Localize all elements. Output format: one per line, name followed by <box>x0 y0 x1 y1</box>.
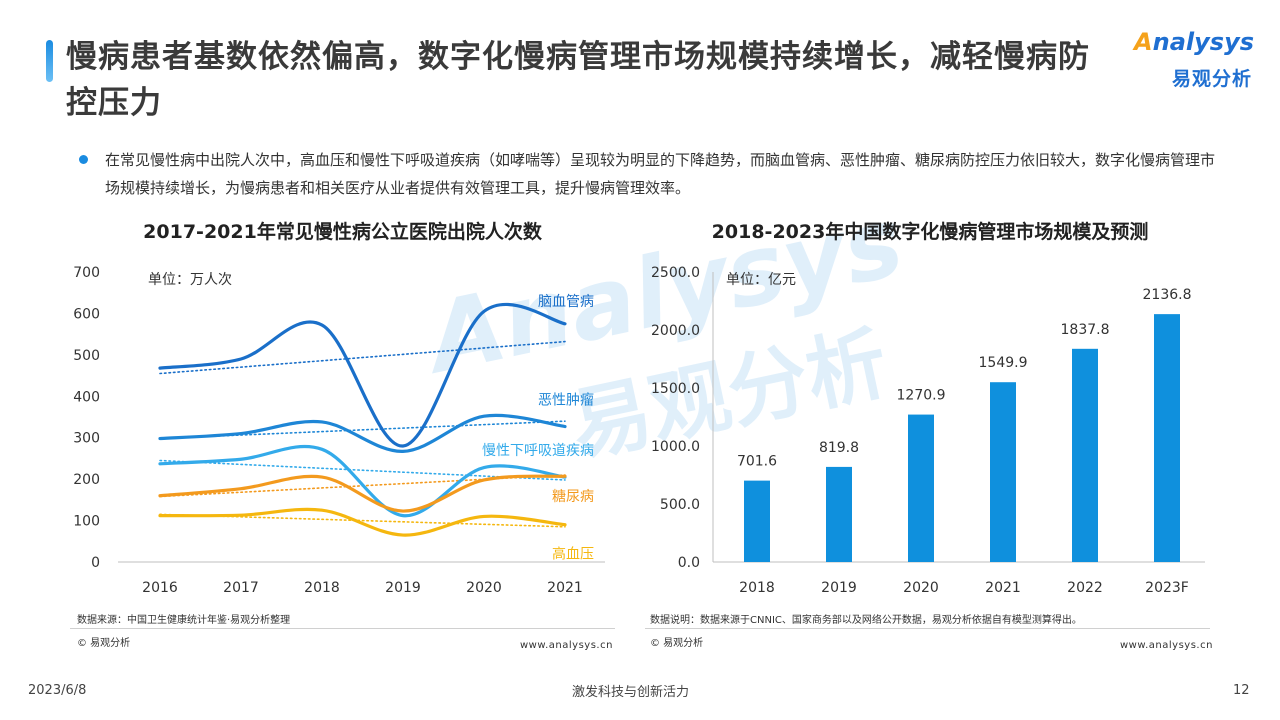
bar-y-tick-label: 1000.0 <box>651 439 700 455</box>
series-label: 慢性下呼吸道疾病 <box>482 442 594 459</box>
bar-unit-label: 单位：亿元 <box>726 272 796 288</box>
trendline <box>159 340 566 375</box>
bar-chart-website: www.analysys.cn <box>1120 640 1213 651</box>
line-x-tick-label: 2020 <box>466 580 502 596</box>
line-x-tick-label: 2019 <box>385 580 421 596</box>
series-label: 脑血管病 <box>538 294 594 310</box>
line-chart-source: 数据来源：中国卫生健康统计年鉴·易观分析整理 <box>77 615 291 626</box>
bar-x-tick-label: 2021 <box>985 580 1021 596</box>
line-x-tick-label: 2018 <box>304 580 340 596</box>
bar <box>908 414 934 562</box>
bar-chart-copyright: © 易观分析 <box>650 638 704 649</box>
bullet-icon <box>79 155 88 164</box>
series-label: 高血压 <box>552 546 594 563</box>
logo-wordmark: Analysys <box>1134 28 1254 56</box>
bar-value-label: 819.8 <box>819 440 859 456</box>
series-line <box>158 303 567 448</box>
line-x-tick-label: 2016 <box>142 580 178 596</box>
analysys-logo: Analysys 易观分析 <box>1128 28 1254 94</box>
series-line <box>158 474 567 513</box>
line-chart-website: www.analysys.cn <box>520 640 613 651</box>
bar-value-label: 1270.9 <box>897 388 946 404</box>
bar-x-tick-label: 2020 <box>903 580 939 596</box>
bar <box>826 466 852 562</box>
bar-chart-source: 数据说明：数据来源于CNNIC、国家商务部以及网络公开数据，易观分析依据自有模型… <box>650 615 1082 626</box>
series-line <box>158 507 567 537</box>
bar-y-tick-label: 2500.0 <box>651 265 700 281</box>
bar <box>744 480 770 562</box>
bar-y-tick-label: 500.0 <box>660 497 700 513</box>
footer-slogan: 激发科技与创新活力 <box>572 685 690 700</box>
line-x-tick-label: 2017 <box>223 580 259 596</box>
bar-panel-divider <box>645 628 1210 629</box>
footer-date: 2023/6/8 <box>28 683 87 698</box>
bar <box>1072 348 1098 562</box>
line-chart-title: 2017-2021年常见慢性病公立医院出院人次数 <box>143 221 542 243</box>
title-accent-bar <box>46 40 53 82</box>
logo-chinese: 易观分析 <box>1171 68 1252 90</box>
line-y-tick-label: 600 <box>73 306 100 322</box>
bar-chart-title: 2018-2023年中国数字化慢病管理市场规模及预测 <box>711 221 1149 243</box>
line-y-tick-label: 100 <box>73 514 100 530</box>
bar-y-tick-label: 2000.0 <box>651 323 700 339</box>
bar-value-label: 1549.9 <box>979 355 1028 371</box>
bar-x-tick-label: 2022 <box>1067 580 1103 596</box>
page-number: 12 <box>1233 683 1250 698</box>
line-panel-divider <box>70 628 615 629</box>
bar-value-label: 701.6 <box>737 454 777 470</box>
bar-x-tick-label: 2018 <box>739 580 775 596</box>
bar-value-label: 2136.8 <box>1143 287 1192 303</box>
line-y-tick-label: 400 <box>73 389 100 405</box>
line-y-tick-label: 200 <box>73 472 100 488</box>
bar-x-tick-label: 2023F <box>1145 580 1189 596</box>
series-label: 恶性肿瘤 <box>538 392 594 409</box>
summary-text: 在常见慢性病中出院人次中，高血压和慢性下呼吸道疾病（如哮喘等）呈现较为明显的下降… <box>105 151 1216 197</box>
page-title: 慢病患者基数依然偏高，数字化慢病管理市场规模持续增长，减轻慢病防控压力 <box>66 39 1090 121</box>
bar-y-tick-label: 1500.0 <box>651 381 700 397</box>
bar <box>990 382 1016 562</box>
line-y-tick-label: 0 <box>91 555 100 571</box>
line-unit-label: 单位：万人次 <box>148 272 232 288</box>
series-label: 糖尿病 <box>552 489 594 505</box>
series-line <box>158 413 567 453</box>
bar-y-tick-label: 0.0 <box>678 555 700 571</box>
series-line <box>158 444 567 518</box>
line-y-tick-label: 500 <box>73 348 100 364</box>
line-y-tick-label: 300 <box>73 431 100 447</box>
line-x-tick-label: 2021 <box>547 580 583 596</box>
line-chart-copyright: © 易观分析 <box>77 638 131 649</box>
bar-value-label: 1837.8 <box>1061 322 1110 338</box>
bar-x-tick-label: 2019 <box>821 580 857 596</box>
bar <box>1154 314 1180 562</box>
line-y-tick-label: 700 <box>73 265 100 281</box>
